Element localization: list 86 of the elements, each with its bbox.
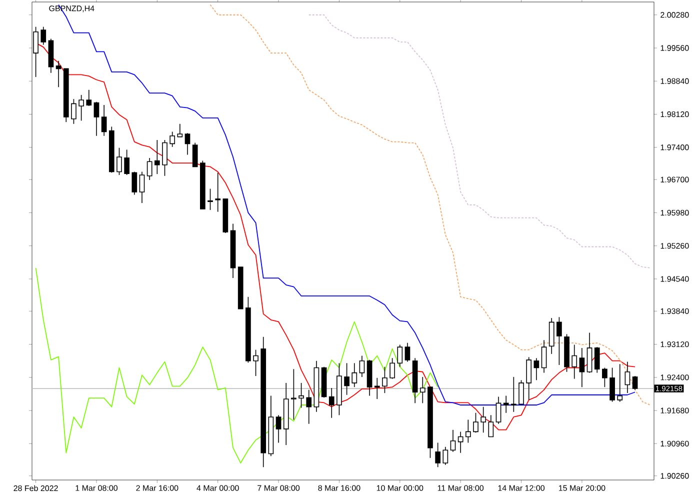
y-tick-label: 1.91680 bbox=[660, 408, 689, 414]
candlestick bbox=[518, 380, 524, 406]
y-tick-label: 2.00280 bbox=[660, 12, 689, 18]
candlestick bbox=[602, 367, 608, 388]
x-tick-label: 1 Mar 08:00 bbox=[76, 485, 118, 491]
candlestick bbox=[572, 344, 578, 380]
x-tick-label: 11 Mar 08:00 bbox=[438, 485, 484, 491]
x-tick-label: 10 Mar 00:00 bbox=[376, 485, 424, 491]
candlestick bbox=[579, 348, 585, 388]
candlestick bbox=[208, 188, 213, 210]
candlestick bbox=[534, 358, 540, 381]
candlestick bbox=[511, 376, 516, 412]
candlestick bbox=[617, 364, 623, 402]
candlestick bbox=[276, 414, 282, 444]
candlestick bbox=[101, 104, 107, 136]
candlestick bbox=[420, 376, 426, 404]
y-tick-label: 1.93120 bbox=[660, 341, 689, 348]
candlestick bbox=[465, 419, 471, 444]
candlestick bbox=[328, 388, 334, 418]
candlestick bbox=[192, 142, 198, 168]
candlestick bbox=[78, 94, 84, 122]
candlestick bbox=[473, 412, 478, 434]
candlestick bbox=[170, 131, 176, 148]
x-tick-label: 14 Mar 12:00 bbox=[498, 485, 545, 491]
candlestick bbox=[624, 361, 630, 394]
candlestick bbox=[132, 171, 138, 196]
candlestick bbox=[382, 366, 388, 394]
y-tick-label: 1.95980 bbox=[660, 210, 689, 216]
candlestick bbox=[86, 89, 92, 106]
candlestick bbox=[496, 396, 502, 424]
candlestick bbox=[442, 446, 448, 466]
y-tick-label: 1.90960 bbox=[660, 440, 689, 446]
candlestick bbox=[298, 382, 304, 408]
y-tick-label: 1.95260 bbox=[660, 242, 689, 249]
candlestick bbox=[374, 377, 380, 400]
x-tick-label: 8 Mar 16:00 bbox=[318, 485, 360, 491]
candlestick bbox=[177, 124, 183, 138]
y-tick-label: 1.96700 bbox=[660, 176, 689, 182]
candlestick bbox=[40, 26, 46, 46]
candlestick bbox=[215, 172, 221, 212]
candlestick bbox=[94, 101, 100, 136]
candlestick bbox=[352, 362, 358, 388]
candlestick bbox=[458, 431, 464, 454]
y-tick-label: 1.97400 bbox=[660, 144, 689, 150]
candlestick bbox=[291, 368, 296, 420]
candlestick bbox=[56, 60, 62, 88]
x-tick-label: 7 Mar 08:00 bbox=[258, 485, 300, 491]
candlestick bbox=[397, 344, 403, 368]
candlestick bbox=[450, 429, 456, 452]
y-tick-label: 1.98120 bbox=[660, 111, 689, 118]
y-tick-label: 1.99560 bbox=[660, 45, 689, 51]
candlestick bbox=[556, 316, 562, 366]
x-tick-label: 4 Mar 00:00 bbox=[196, 485, 239, 491]
candlestick bbox=[488, 414, 494, 438]
candlestick bbox=[344, 362, 350, 396]
candlestick bbox=[124, 149, 130, 176]
candlestick bbox=[404, 342, 410, 362]
candlestick bbox=[594, 346, 600, 374]
candlestick bbox=[139, 171, 145, 204]
candlestick bbox=[359, 355, 365, 378]
candlestick bbox=[586, 332, 592, 374]
x-tick-label: 28 Feb 2022 bbox=[14, 485, 58, 492]
candlestick bbox=[390, 358, 395, 380]
y-tick-label: 1.94540 bbox=[660, 276, 689, 282]
candlestick bbox=[610, 367, 615, 402]
candlestick bbox=[435, 442, 440, 468]
y-tick-label: 1.93840 bbox=[660, 308, 689, 314]
candlestick bbox=[253, 349, 258, 376]
candlestick bbox=[503, 395, 509, 414]
candlestick bbox=[541, 340, 547, 374]
candlestick bbox=[632, 376, 638, 390]
y-tick-label: 1.92400 bbox=[660, 374, 689, 380]
candlestick bbox=[154, 140, 160, 174]
candlestick bbox=[184, 132, 190, 156]
candlestick bbox=[526, 356, 532, 400]
y-tick-label: 1.90260 bbox=[660, 473, 689, 479]
candlestick bbox=[146, 158, 152, 180]
y-tick-label: 1.98840 bbox=[660, 78, 689, 84]
x-tick-label: 2 Mar 16:00 bbox=[136, 485, 178, 491]
candlestick bbox=[116, 147, 122, 176]
candlestick bbox=[162, 140, 168, 176]
candlestick bbox=[71, 98, 76, 124]
candlestick bbox=[548, 318, 554, 354]
x-tick-label: 15 Mar 20:00 bbox=[558, 485, 606, 491]
candlestick bbox=[480, 406, 486, 434]
candlestick bbox=[306, 389, 312, 424]
